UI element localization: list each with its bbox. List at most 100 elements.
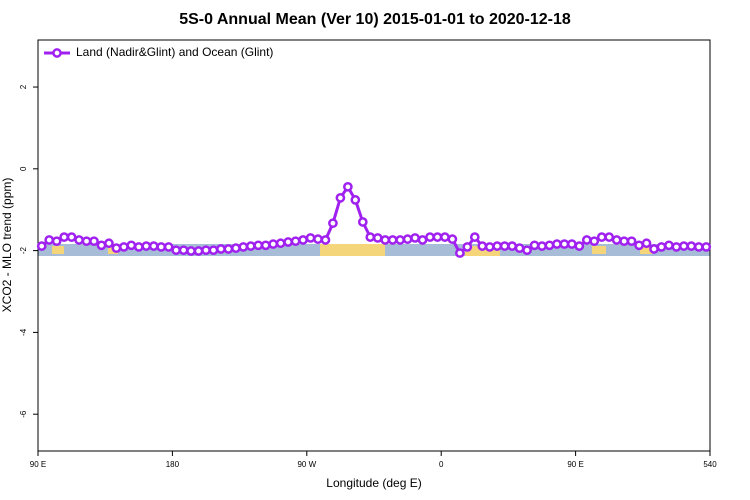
point (343, 181, 353, 192)
point (410, 233, 420, 243)
x-axis-label: Longitude (deg E) (326, 476, 421, 490)
point (119, 242, 129, 252)
point (171, 245, 181, 256)
x-tick-label: 180 (166, 460, 180, 469)
point (208, 245, 219, 256)
point (686, 241, 697, 251)
point (36, 241, 47, 251)
point (305, 233, 316, 243)
y-tick-label: -4 (19, 328, 28, 336)
y-axis-label: XCO2 - MLO trend (ppm) (0, 178, 14, 313)
x-tick-label: 0 (439, 460, 444, 469)
point (522, 245, 532, 256)
point (664, 240, 674, 251)
x-tick-label: 90 E (567, 460, 583, 469)
point (514, 243, 525, 254)
point (283, 237, 293, 247)
point (74, 235, 84, 245)
point (156, 242, 167, 252)
point (537, 241, 547, 251)
point (245, 241, 256, 251)
x-tick-label: 90 E (30, 460, 46, 469)
land-patch (52, 246, 64, 254)
point (604, 232, 615, 242)
point (290, 236, 301, 247)
point (589, 236, 600, 247)
y-tick-label: 0 (19, 166, 28, 171)
point (671, 242, 682, 252)
point (89, 236, 99, 247)
point (186, 246, 196, 256)
point (484, 242, 495, 252)
point (559, 239, 570, 249)
legend-label: Land (Nadir&Glint) and Ocean (Glint) (76, 45, 273, 59)
point (372, 233, 383, 243)
point (320, 235, 331, 245)
land-patch (465, 246, 500, 256)
point (268, 239, 279, 249)
land-patch (320, 244, 385, 256)
point (492, 241, 503, 251)
point (649, 244, 659, 254)
point (148, 241, 159, 251)
point (611, 235, 622, 245)
point (701, 242, 712, 252)
point (201, 245, 211, 256)
point (66, 232, 77, 242)
point (163, 242, 174, 252)
x-tick-label: 540 (703, 460, 717, 469)
point (499, 241, 510, 251)
point (193, 246, 204, 256)
point (141, 241, 152, 251)
x-tick-label: 90 W (297, 460, 316, 469)
point (596, 232, 607, 242)
point (574, 241, 585, 251)
point (469, 232, 480, 242)
point (552, 239, 562, 249)
point (96, 240, 107, 251)
point (626, 236, 637, 247)
point (440, 232, 450, 242)
point (693, 242, 704, 252)
point (313, 234, 323, 245)
point (104, 238, 114, 249)
point (275, 238, 286, 249)
point (238, 242, 249, 252)
point (447, 234, 458, 245)
point (111, 243, 122, 254)
point (425, 232, 435, 242)
point (44, 235, 55, 245)
land-patch (592, 246, 606, 254)
point (395, 235, 405, 245)
point (357, 217, 368, 227)
point (223, 244, 234, 254)
y-tick-label: -2 (19, 247, 28, 255)
point (619, 236, 629, 247)
chart-title: 5S-0 Annual Mean (Ver 10) 2015-01-01 to … (179, 11, 571, 28)
point (59, 232, 69, 242)
y-tick-label: 2 (19, 84, 28, 89)
point (634, 240, 644, 251)
point (567, 239, 577, 249)
point (656, 242, 667, 252)
point (253, 240, 264, 251)
point (328, 218, 338, 229)
point (126, 240, 137, 251)
point (51, 236, 62, 247)
point (81, 236, 92, 247)
point (298, 235, 308, 245)
point (544, 240, 555, 251)
point (402, 234, 413, 245)
point (462, 242, 473, 252)
point (581, 235, 592, 245)
point (260, 240, 271, 251)
point (477, 241, 488, 251)
point (679, 241, 689, 251)
point (387, 235, 398, 245)
point (507, 241, 517, 251)
y-tick-label: -6 (19, 410, 28, 418)
legend-marker (52, 48, 62, 58)
point (350, 195, 361, 205)
point (455, 248, 465, 258)
